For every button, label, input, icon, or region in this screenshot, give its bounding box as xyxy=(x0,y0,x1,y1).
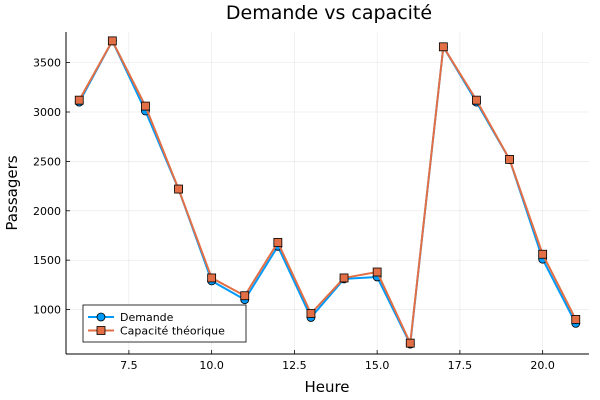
data-point xyxy=(472,95,481,105)
legend-label: Capacité théorique xyxy=(120,325,225,338)
data-point xyxy=(339,273,349,283)
legend-marker xyxy=(96,312,106,322)
data-point xyxy=(74,95,84,105)
data-point xyxy=(538,249,548,259)
legend-marker xyxy=(96,326,106,335)
data-point xyxy=(438,42,448,52)
x-tick-label: 10.0 xyxy=(199,359,224,372)
axes xyxy=(65,32,589,355)
x-tick-label: 15.0 xyxy=(365,359,390,372)
data-point xyxy=(505,155,514,164)
series-layer xyxy=(74,36,581,349)
legend-box xyxy=(82,304,247,343)
x-tick-label: 20.0 xyxy=(530,359,555,372)
y-tick-label: 1000 xyxy=(33,304,61,317)
x-axis-label: Heure xyxy=(304,378,349,396)
data-point xyxy=(372,267,382,277)
data-point xyxy=(405,338,415,348)
legend-item: Demande xyxy=(88,311,174,324)
data-point xyxy=(141,101,150,111)
series-line xyxy=(78,39,577,345)
x-tick-label: 12.5 xyxy=(282,359,307,372)
y-tick-label: 2000 xyxy=(33,205,61,218)
y-tick-label: 2500 xyxy=(33,155,61,168)
y-tick-label: 3000 xyxy=(33,106,61,119)
chart-title: Demande vs capacité xyxy=(226,2,432,24)
legend-item: Capacité théorique xyxy=(88,325,225,338)
y-axis-label: Passagers xyxy=(3,155,21,230)
series-capacite xyxy=(74,36,581,348)
data-point xyxy=(306,309,316,318)
series-line xyxy=(78,39,577,346)
data-point xyxy=(240,291,250,301)
data-point xyxy=(273,237,283,247)
x-tick-label: 7.5 xyxy=(120,359,138,372)
ticks: 7.5 10.0 12.5 15.0 17.5 20.0 1000 1500 2000 2500 3… xyxy=(33,57,555,372)
legend-label: Demande xyxy=(120,311,174,324)
x-tick-label: 17.5 xyxy=(448,359,473,372)
y-tick-label: 1500 xyxy=(33,254,61,267)
data-point xyxy=(174,184,183,194)
data-point xyxy=(107,36,117,46)
data-point xyxy=(571,315,581,324)
data-point xyxy=(207,273,217,283)
y-tick-label: 3500 xyxy=(33,57,61,70)
series-demande xyxy=(74,36,581,349)
